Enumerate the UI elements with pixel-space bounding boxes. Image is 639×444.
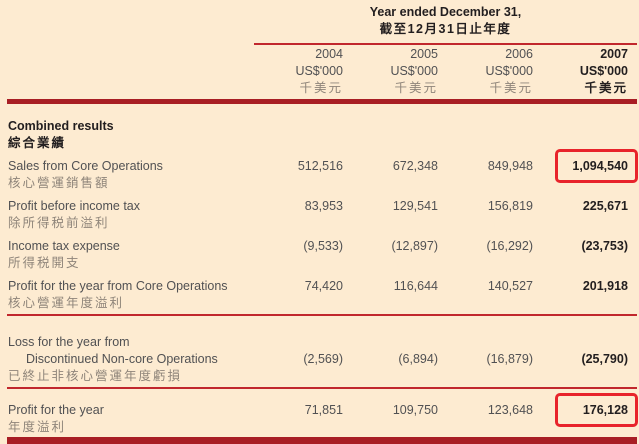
row-label: Profit before income tax 除所得税前溢利 xyxy=(0,198,253,232)
row-label-en-line2: Discontinued Non-core Operations xyxy=(26,352,218,366)
value-2005: 109,750 xyxy=(392,403,438,417)
row-label-en: Sales from Core Operations xyxy=(8,159,163,173)
row-profit-for-the-year: Profit for the year 年度溢利 71,851 109,750 … xyxy=(0,393,639,436)
year-row-spacer xyxy=(0,46,253,63)
row-label-en: Profit for the year xyxy=(8,403,104,417)
value-2007: (23,753) xyxy=(581,239,628,253)
value-2006: 849,948 xyxy=(487,159,533,173)
value-2006: (16,292) xyxy=(486,239,533,253)
value-2004: (2,569) xyxy=(303,352,343,366)
section-header-combined-results: Combined results 綜合業績 xyxy=(0,118,639,152)
value-2004: 512,516 xyxy=(297,159,343,173)
unit-zh-row: 千美元 千美元 千美元 千美元 xyxy=(0,80,639,97)
unit-row: US$'000 US$'000 US$'000 US$'000 xyxy=(0,63,639,80)
value-2004: 71,851 xyxy=(304,403,343,417)
col-header-year-2005: 2005 xyxy=(410,47,438,61)
table-body: Combined results 綜合業績 Sales from Core Op… xyxy=(0,118,639,436)
value-2007-highlighted: 176,128 xyxy=(538,393,639,427)
row-label-zh: 核心營運銷售額 xyxy=(8,176,110,190)
col-unit-zh-2004: 千美元 xyxy=(299,81,343,95)
row-profit-core-operations: Profit for the year from Core Operations… xyxy=(0,278,639,312)
value-2006: 123,648 xyxy=(487,403,533,417)
value-2004: 83,953 xyxy=(304,199,343,213)
col-header-year-2007: 2007 xyxy=(600,47,628,61)
section-label-zh: 綜合業績 xyxy=(8,136,67,150)
value-2006: 140,527 xyxy=(487,279,533,293)
value-2005: (12,897) xyxy=(391,239,438,253)
row-label-zh: 已終止非核心營運年度虧損 xyxy=(8,369,183,383)
section-label: Combined results 綜合業績 xyxy=(0,118,253,152)
row-label: Loss for the year from Discontinued Non-… xyxy=(0,334,253,385)
value-2005: 116,644 xyxy=(393,279,438,293)
row-profit-before-tax: Profit before income tax 除所得税前溢利 83,953 … xyxy=(0,198,639,232)
column-headers: 2004 2005 2006 2007 US$'000 US$'000 US$'… xyxy=(0,46,639,97)
value-2007-text: 176,128 xyxy=(582,403,628,417)
period-title-zh: 截至12月31日止年度 xyxy=(379,22,512,36)
row-label-en: Profit for the year from Core Operations xyxy=(8,279,228,293)
row-loss-discontinued-operations: Loss for the year from Discontinued Non-… xyxy=(0,334,639,385)
period-titles: Year ended December 31, 截至12月31日止年度 xyxy=(254,4,637,38)
row-label-en: Income tax expense xyxy=(8,239,120,253)
col-unit-2005: US$'000 xyxy=(390,64,438,78)
subtotal-rule xyxy=(7,314,637,316)
col-unit-2004: US$'000 xyxy=(295,64,343,78)
row-label-en-line1: Loss for the year from xyxy=(8,335,130,349)
row-label: Profit for the year 年度溢利 xyxy=(0,402,253,436)
row-label-zh: 除所得税前溢利 xyxy=(8,216,110,230)
value-2004: (9,533) xyxy=(303,239,343,253)
section-label-en: Combined results xyxy=(8,119,114,133)
table-bottom-rule xyxy=(7,437,637,444)
header-underline-rule xyxy=(254,43,637,45)
subtotal-rule xyxy=(7,387,637,389)
value-2007: (25,790) xyxy=(581,352,628,366)
col-unit-zh-2006: 千美元 xyxy=(489,81,533,95)
col-header-year-2004: 2004 xyxy=(315,47,343,61)
value-2004: 74,420 xyxy=(304,279,343,293)
table-top-rule xyxy=(7,99,637,104)
row-label: Profit for the year from Core Operations… xyxy=(0,278,253,312)
value-2005: (6,894) xyxy=(398,352,438,366)
row-sales-core-operations: Sales from Core Operations 核心營運銷售額 512,5… xyxy=(0,149,639,192)
row-label-en: Profit before income tax xyxy=(8,199,141,213)
row-income-tax-expense: Income tax expense 所得税開支 (9,533) (12,897… xyxy=(0,238,639,272)
row-label: Income tax expense 所得税開支 xyxy=(0,238,253,272)
table-header: Year ended December 31, 截至12月31日止年度 2004… xyxy=(0,0,639,99)
unit-zh-row-spacer xyxy=(0,80,253,97)
col-unit-2006: US$'000 xyxy=(485,64,533,78)
row-label: Sales from Core Operations 核心營運銷售額 xyxy=(0,158,253,192)
col-unit-zh-2005: 千美元 xyxy=(394,81,438,95)
value-2007: 201,918 xyxy=(582,279,628,293)
value-2005: 129,541 xyxy=(392,199,438,213)
row-label-zh: 年度溢利 xyxy=(8,420,67,434)
col-unit-zh-2007: 千美元 xyxy=(584,81,628,95)
period-title-en: Year ended December 31, xyxy=(369,5,522,19)
col-unit-2007: US$'000 xyxy=(579,64,628,78)
value-2007: 225,671 xyxy=(582,199,628,213)
row-label-zh: 所得税開支 xyxy=(8,256,81,270)
value-2007-highlighted: 1,094,540 xyxy=(538,149,639,183)
row-label-zh: 核心營運年度溢利 xyxy=(8,296,125,310)
year-row: 2004 2005 2006 2007 xyxy=(0,46,639,63)
unit-row-spacer xyxy=(0,63,253,80)
value-2006: (16,879) xyxy=(486,352,533,366)
value-2007-text: 1,094,540 xyxy=(572,159,628,173)
value-2006: 156,819 xyxy=(487,199,533,213)
col-header-year-2006: 2006 xyxy=(505,47,533,61)
value-2005: 672,348 xyxy=(392,159,438,173)
